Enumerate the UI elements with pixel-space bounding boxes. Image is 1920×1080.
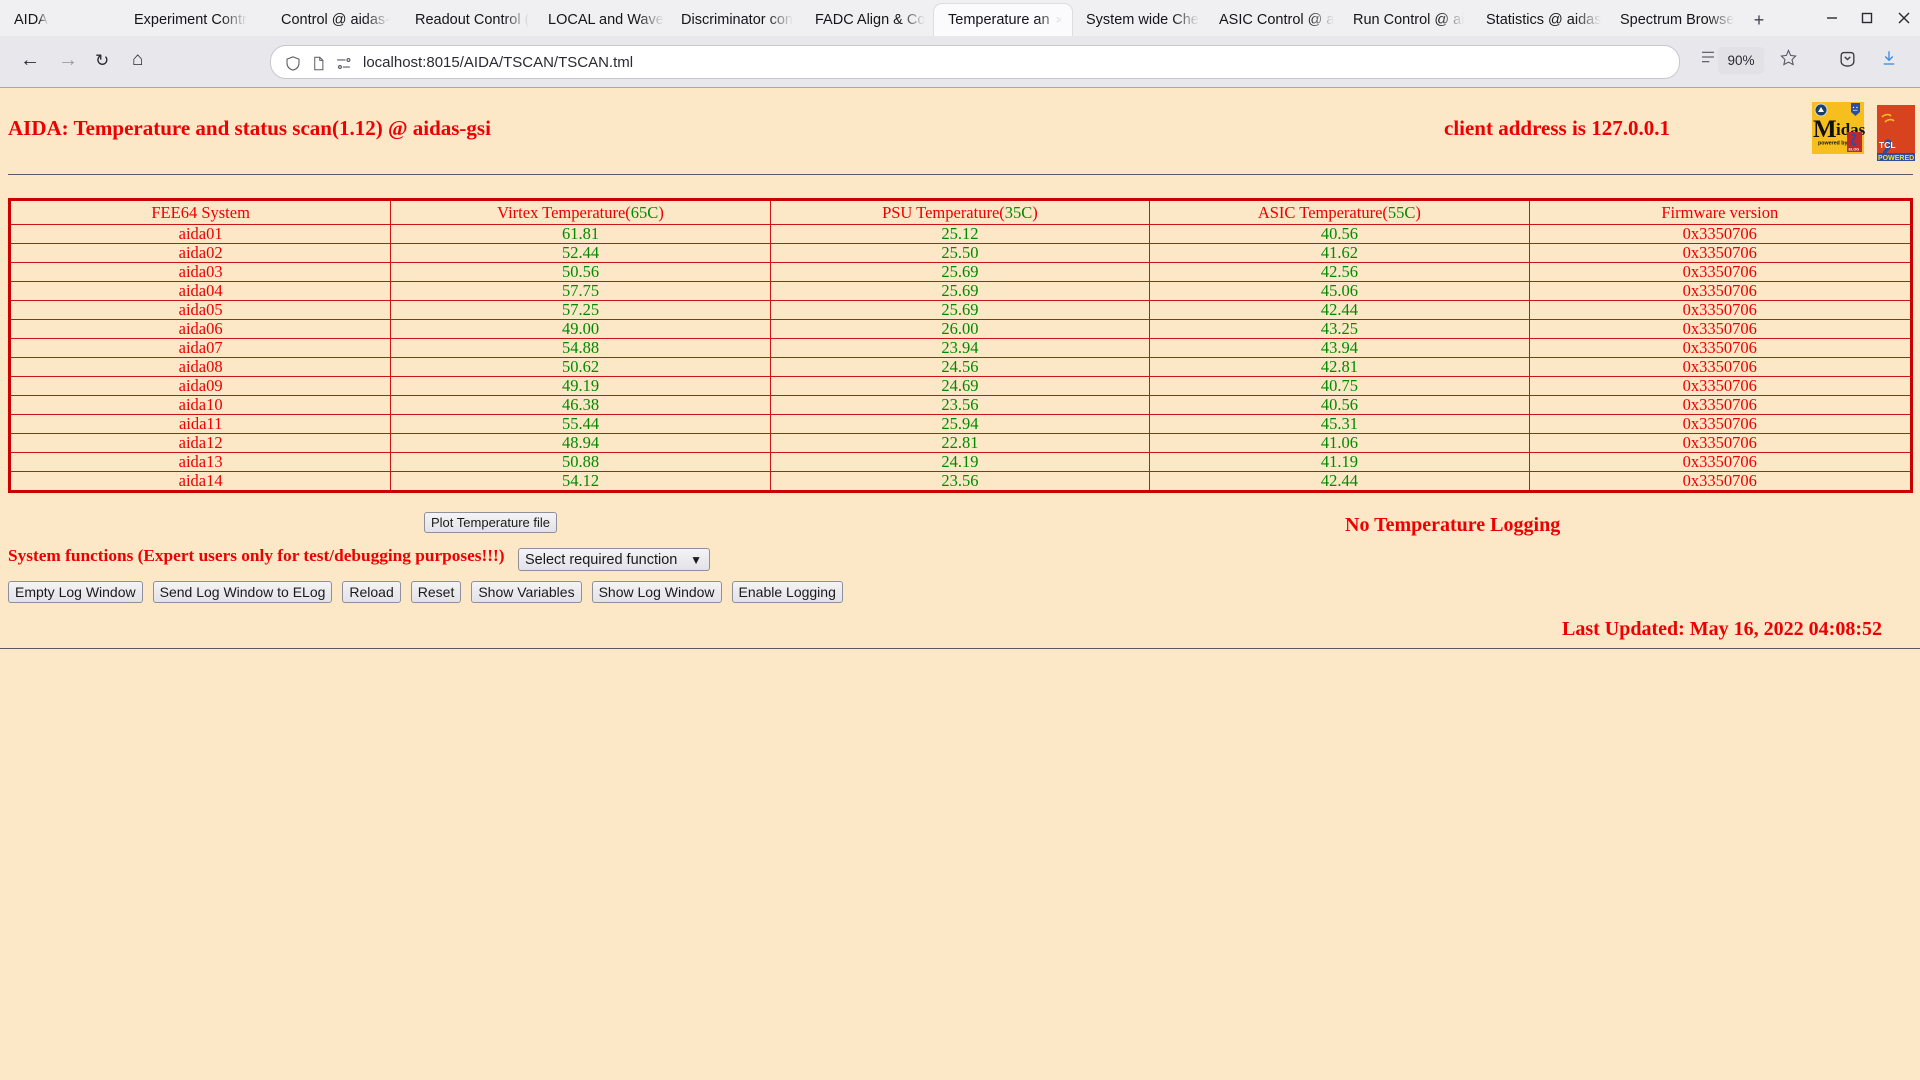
svg-text:POWERED: POWERED <box>1878 155 1914 162</box>
svg-text:M: M <box>1813 116 1837 143</box>
svg-text:powered by: powered by <box>1818 141 1847 147</box>
svg-text:ELOG: ELOG <box>1849 148 1860 152</box>
svg-text:TCL: TCL <box>1879 140 1896 150</box>
